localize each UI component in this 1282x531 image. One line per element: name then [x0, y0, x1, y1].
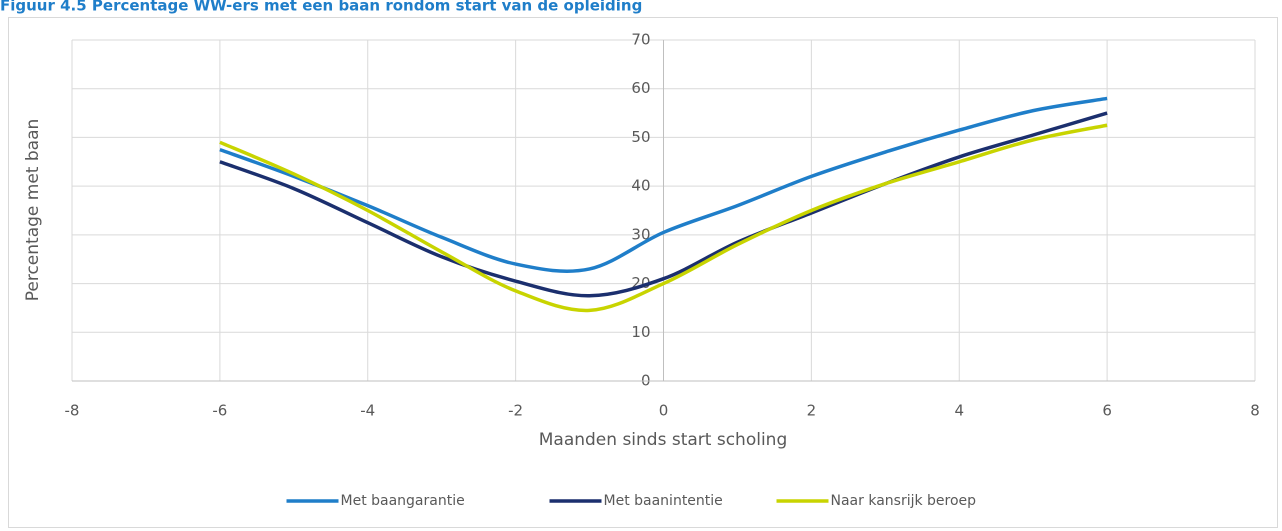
chart-title: Figuur 4.5 Percentage WW-ers met een baa…: [0, 0, 642, 15]
x-tick-label: 2: [807, 402, 817, 420]
y-tick-label: 50: [631, 128, 650, 146]
y-axis-title: Percentage met baan: [23, 119, 43, 302]
y-tick-label: 40: [631, 177, 650, 195]
series-line: [219, 96, 1108, 273]
legend-label: Met baangarantie: [341, 493, 465, 509]
x-tick-label: -8: [65, 402, 80, 420]
x-axis-title: Maanden sinds start scholing: [539, 430, 788, 450]
x-tick-label: 4: [954, 402, 964, 420]
series-line: [219, 123, 1108, 313]
y-tick-label: 60: [631, 79, 650, 97]
x-tick-label: 8: [1250, 402, 1260, 420]
legend-label: Naar kansrijk beroep: [831, 493, 977, 509]
legend-label: Met baanintentie: [604, 493, 723, 509]
y-tick-label: 70: [631, 31, 650, 49]
y-tick-label: 10: [631, 323, 650, 341]
series-line: [219, 111, 1108, 298]
x-tick-label: 0: [659, 402, 669, 420]
x-tick-label: -4: [360, 402, 375, 420]
x-tick-label: 6: [1102, 402, 1112, 420]
y-tick-label: 30: [631, 225, 650, 243]
x-tick-label: -2: [508, 402, 523, 420]
x-tick-label: -6: [212, 402, 227, 420]
